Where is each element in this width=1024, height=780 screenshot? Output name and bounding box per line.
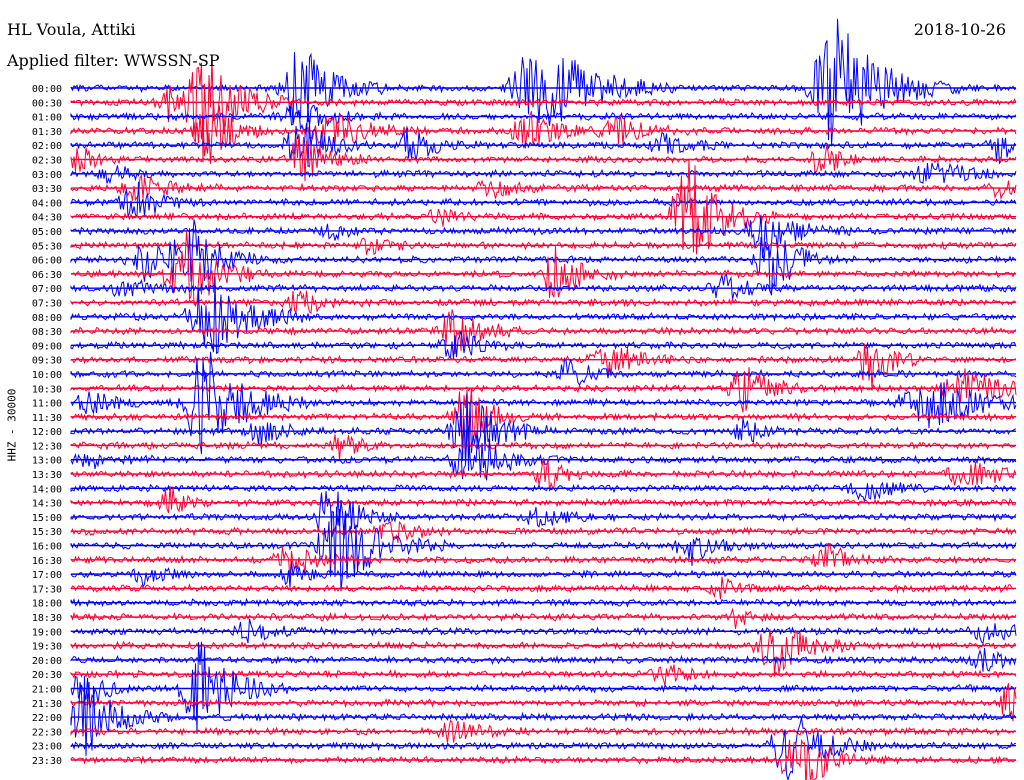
- row-label: 12:00: [32, 427, 62, 438]
- row-label: 16:00: [32, 542, 62, 553]
- row-label: 23:30: [32, 756, 62, 767]
- seismic-trace: [70, 162, 1017, 185]
- seismic-trace: [70, 676, 1017, 757]
- row-label: 18:30: [32, 613, 62, 624]
- channel-axis-label: HHZ - 30000: [5, 388, 19, 462]
- seismic-trace: [70, 481, 1017, 504]
- seismic-trace: [70, 18, 1017, 146]
- row-label: 11:30: [32, 413, 62, 424]
- seismic-trace: [70, 491, 1017, 540]
- row-label: 04:30: [32, 213, 62, 224]
- trace-group: [70, 18, 1017, 780]
- row-label: 12:30: [32, 441, 62, 452]
- row-label: 19:30: [32, 642, 62, 653]
- row-label: 13:30: [32, 470, 62, 481]
- seismic-trace: [70, 231, 1017, 307]
- row-label: 02:30: [32, 155, 62, 166]
- seismic-trace: [70, 388, 1017, 448]
- row-label: 10:30: [32, 384, 62, 395]
- row-label: 01:30: [32, 127, 62, 138]
- row-label: 07:30: [32, 298, 62, 309]
- seismic-trace: [70, 100, 1017, 164]
- seismic-trace: [70, 273, 1017, 301]
- row-label: 01:00: [32, 113, 62, 124]
- row-label: 16:30: [32, 556, 62, 567]
- seismic-trace: [70, 520, 1017, 543]
- row-label: 19:00: [32, 627, 62, 638]
- row-label: 10:00: [32, 370, 62, 381]
- record-date: 2018-10-26: [913, 20, 1006, 39]
- row-label: 00:00: [32, 84, 62, 95]
- row-label: 05:30: [32, 241, 62, 252]
- row-label: 03:00: [32, 170, 62, 181]
- row-label: 21:30: [32, 699, 62, 710]
- row-label: 07:00: [32, 284, 62, 295]
- row-label: 08:00: [32, 313, 62, 324]
- row-label: 17:30: [32, 584, 62, 595]
- seismic-trace: [70, 664, 1017, 686]
- row-label: 06:00: [32, 256, 62, 267]
- row-label: 03:30: [32, 184, 62, 195]
- row-label: 21:00: [32, 685, 62, 696]
- row-label: 14:30: [32, 499, 62, 510]
- row-label: 20:30: [32, 670, 62, 681]
- row-label: 17:00: [32, 570, 62, 581]
- row-label: 15:30: [32, 527, 62, 538]
- row-label: 09:00: [32, 341, 62, 352]
- seismic-trace: [70, 426, 1017, 481]
- seismic-trace: [70, 457, 1017, 492]
- seismic-trace: [70, 214, 1017, 259]
- row-label: 06:30: [32, 270, 62, 281]
- row-label: 00:30: [32, 98, 62, 109]
- row-label: 04:00: [32, 198, 62, 209]
- seismic-trace: [70, 607, 1017, 629]
- seismic-trace: [70, 434, 1017, 461]
- seismic-trace: [70, 629, 1017, 677]
- row-label: 22:30: [32, 727, 62, 738]
- seismic-trace: [70, 576, 1017, 600]
- seismic-trace: [70, 343, 1017, 390]
- seismic-trace: [70, 276, 1017, 355]
- seismic-trace: [70, 717, 1017, 780]
- row-label: 09:30: [32, 356, 62, 367]
- row-label: 11:00: [32, 399, 62, 410]
- row-label: 22:00: [32, 713, 62, 724]
- row-label-group: 00:00 00:30 01:00 01:30 02:00 02:30 03:00 03:30…: [32, 84, 62, 767]
- seismic-trace: [70, 58, 1017, 163]
- filter-subtitle: Applied filter: WWSSN-SP: [7, 51, 220, 70]
- row-label: 13:00: [32, 456, 62, 467]
- row-label: 20:00: [32, 656, 62, 667]
- seismic-trace: [70, 485, 1017, 514]
- row-label: 08:30: [32, 327, 62, 338]
- row-label: 15:00: [32, 513, 62, 524]
- station-title: HL Voula, Attiki: [7, 20, 136, 39]
- row-label: 23:00: [32, 742, 62, 753]
- seismic-trace: [70, 683, 1017, 722]
- row-label: 18:00: [32, 599, 62, 610]
- seismic-trace: [70, 237, 1017, 256]
- row-label: 02:00: [32, 141, 62, 152]
- seismic-trace: [70, 506, 1017, 592]
- row-label: 05:00: [32, 227, 62, 238]
- row-label: 14:00: [32, 484, 62, 495]
